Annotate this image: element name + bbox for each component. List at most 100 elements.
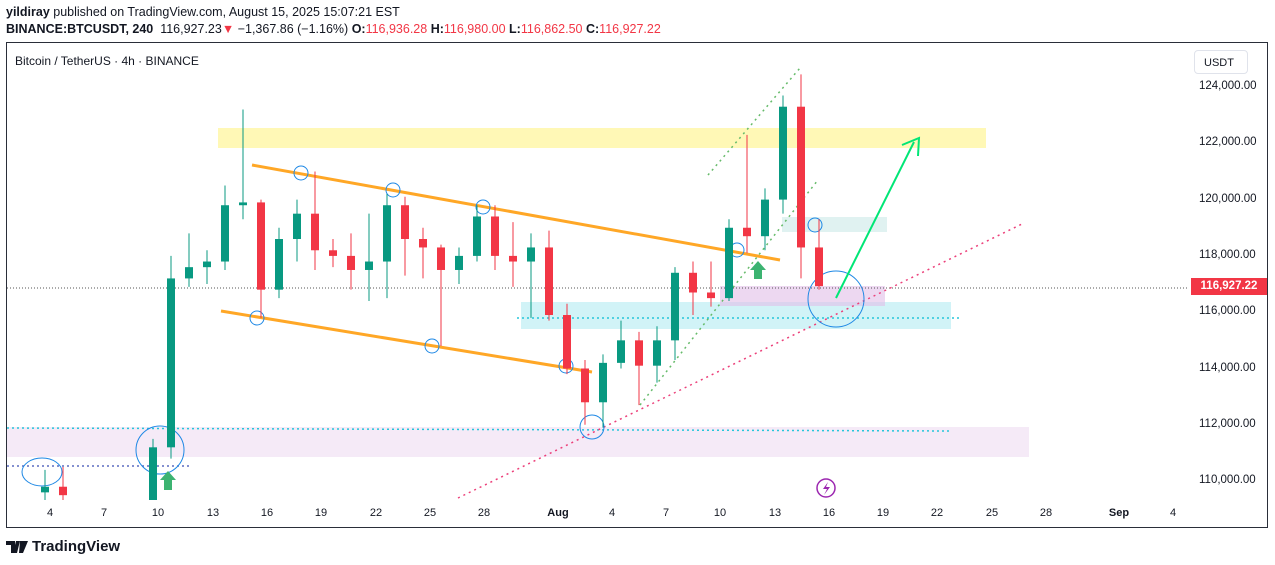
candles (41, 74, 823, 500)
chart-frame[interactable] (6, 42, 1268, 528)
candle-body (41, 486, 49, 493)
touch-circle (579, 414, 605, 440)
x-tick-label: 7 (100, 507, 108, 519)
candle-body (635, 340, 643, 366)
x-tick-label: 28 (477, 507, 491, 519)
x-tick-label: 13 (768, 507, 782, 519)
y-tick-label: 122,000.00 (1199, 136, 1257, 149)
last-price-tag: 116,927.22 (1191, 278, 1267, 295)
touch-circle (293, 165, 309, 181)
low-label: L: (509, 22, 521, 36)
candle-body (689, 272, 697, 293)
x-tick-label: 22 (369, 507, 383, 519)
low-value: 116,862.50 (520, 22, 583, 36)
candle-body (257, 202, 265, 290)
candle-body (491, 216, 499, 256)
trendline-pink (457, 223, 1023, 499)
candle-body (599, 362, 607, 403)
high-label: H: (430, 22, 444, 36)
y-tick-label: 116,000.00 (1199, 305, 1256, 318)
candle-body (203, 261, 211, 268)
touch-circle (385, 182, 401, 198)
x-tick-label: 4 (46, 507, 54, 519)
support-dotted-line (6, 427, 951, 432)
publish-text: published on TradingView.com, August 15,… (53, 5, 400, 19)
candle-body (725, 227, 733, 299)
target-circle (807, 270, 865, 328)
up-arrow-icon (750, 261, 766, 279)
x-tick-label: 22 (930, 507, 944, 519)
y-tick-label: 118,000.00 (1199, 248, 1256, 261)
x-tick-label: 10 (713, 507, 727, 519)
open-label: O: (351, 22, 366, 36)
touch-circle (135, 425, 185, 475)
high-value: 116,980.00 (443, 22, 506, 36)
channel-lower-line (220, 309, 593, 374)
lightning-icon (816, 478, 836, 498)
x-tick-label: Sep (1108, 507, 1130, 519)
ohlc-bar: BINANCE:BTCUSDT, 240 116,927.23▼ −1,367.… (6, 22, 661, 36)
touch-circle (807, 217, 823, 233)
currency-button[interactable]: USDT (1194, 50, 1248, 74)
down-arrow-icon: ▼ (221, 22, 235, 36)
candle-body (419, 239, 427, 248)
candle-body (185, 267, 193, 279)
x-tick-label: 16 (260, 507, 274, 519)
y-tick-label: 124,000.00 (1199, 80, 1257, 92)
touch-circle (249, 310, 265, 326)
x-tick-label: 16 (822, 507, 836, 519)
x-tick-label: 25 (985, 507, 999, 519)
candle-body (617, 340, 625, 363)
candle-body (563, 315, 571, 369)
candle-body (671, 272, 679, 341)
brand-name: TradingView (32, 538, 121, 555)
symbol: BINANCE:BTCUSDT, 240 (6, 22, 154, 36)
last-price: 116,927.23 (160, 22, 222, 36)
channel-upper-line (251, 163, 781, 262)
candle-body (527, 247, 535, 262)
x-tick-label: 10 (151, 507, 165, 519)
lightning-glyph (823, 482, 830, 495)
candle-body (149, 447, 157, 500)
support-zone-pink (720, 286, 885, 306)
price-change: −1,367.86 (−1.16%) (237, 22, 349, 36)
x-tick-label: 19 (314, 507, 328, 519)
candle-body (311, 213, 319, 251)
y-tick-label: 110,000.00 (1199, 474, 1256, 487)
resistance-zone (218, 128, 986, 148)
drawings (6, 67, 1188, 499)
candle-body (761, 199, 769, 237)
candle-body (401, 205, 409, 240)
candle-body (239, 202, 247, 206)
up-arrow-icon (160, 471, 176, 490)
candle-body (365, 261, 373, 270)
arrow-head-icon (901, 136, 921, 157)
candle-body (797, 106, 805, 248)
candle-body (473, 216, 481, 256)
demand-zone (7, 427, 1029, 457)
candle-body (293, 213, 301, 240)
candle-body (743, 227, 751, 237)
touch-circle (424, 338, 440, 354)
x-tick-label: 13 (206, 507, 220, 519)
touch-circle (21, 457, 63, 487)
candle-body (815, 247, 823, 287)
x-tick-label: 28 (1039, 507, 1053, 519)
candle-body (779, 106, 787, 200)
candle-body (581, 368, 589, 403)
x-tick-label: 7 (662, 507, 670, 519)
y-tick-label: 114,000.00 (1199, 361, 1256, 374)
projection-arrow (835, 141, 915, 299)
x-tick-label: 4 (1169, 507, 1177, 519)
author[interactable]: yildiray (6, 5, 50, 19)
candle-body (455, 255, 463, 270)
close-label: C: (585, 22, 600, 36)
y-tick-label: 120,000.00 (1199, 192, 1257, 205)
tradingview-logo[interactable]: TradingView (6, 538, 120, 555)
y-tick-label: 112,000.00 (1199, 417, 1256, 430)
candle-body (59, 486, 67, 496)
x-tick-label: 4 (608, 507, 616, 519)
candle-body (707, 292, 715, 299)
candle-body (347, 255, 355, 270)
